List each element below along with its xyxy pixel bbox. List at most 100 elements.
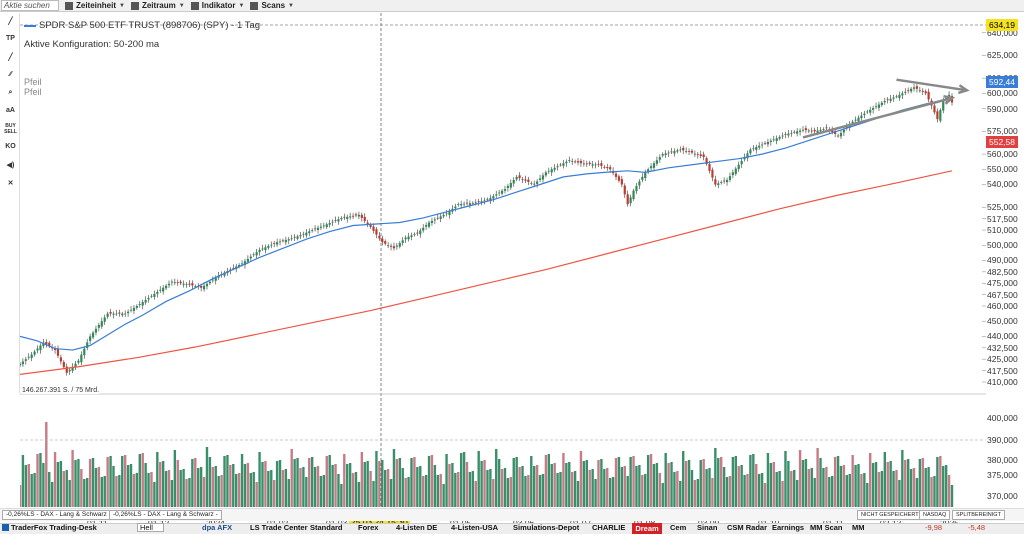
chart-tab[interactable]: -0,26%LS - DAX - Lang & Schwarz - (2, 510, 115, 520)
candle-body (851, 121, 854, 124)
volume-bar (340, 484, 343, 507)
candle-body (205, 283, 209, 287)
channel-tool[interactable]: ∕∕ (9, 71, 12, 78)
candle-body (419, 230, 422, 235)
split-adjusted-button[interactable]: SPLITBEREINIGT (952, 510, 1005, 520)
text-tool[interactable]: aA (6, 107, 15, 114)
volume-bar (170, 480, 174, 507)
candle-body (518, 175, 521, 179)
volume-bar (638, 465, 641, 507)
footer-item-cem[interactable]: Cem (670, 523, 687, 532)
candle-body (176, 282, 179, 284)
footer-item-forex[interactable]: Forex (358, 523, 379, 532)
candle-body (425, 225, 428, 227)
menu-zeitraum[interactable]: Zeitraum ▼ (130, 1, 185, 10)
volume-bar (898, 480, 901, 507)
footer-item-dpa[interactable]: dpa AFX (202, 523, 233, 532)
volume-bar (889, 461, 892, 507)
candle-body (842, 129, 845, 133)
candle-body (147, 297, 150, 300)
close-icon[interactable]: ✕ (7, 180, 14, 187)
candle-body (667, 152, 670, 154)
candle-body (725, 179, 729, 183)
volume-bar (471, 471, 475, 507)
volume-bar (205, 447, 209, 507)
candle-body (682, 147, 685, 151)
candle-body (708, 163, 711, 171)
footer-item-earnings[interactable]: Earnings (772, 523, 805, 532)
volume-bar (699, 460, 702, 507)
volume-bar (176, 460, 179, 507)
volume-bar (944, 465, 948, 507)
candle-body (457, 204, 460, 206)
cursor-tool[interactable]: ╱ (8, 18, 13, 25)
volume-bar (214, 466, 217, 507)
candle-body (401, 240, 404, 243)
candle-body (121, 313, 124, 316)
footer-item-4listen-usa[interactable]: 4-Listen-USA (451, 523, 499, 532)
candle-body (430, 220, 434, 223)
volume-bar (346, 464, 349, 507)
volume-bar (892, 471, 895, 507)
volume-bar (293, 459, 296, 507)
ko-tool[interactable]: KO (5, 143, 16, 150)
volume-bar (743, 475, 746, 507)
volume-bar (372, 481, 375, 507)
footer-item-mm-scan[interactable]: MM Scan (810, 523, 843, 532)
volume-bar (766, 453, 770, 507)
candle-body (91, 332, 95, 338)
footer-item-charlie[interactable]: CHARLIE (592, 523, 626, 532)
menu-scans[interactable]: Scans ▼ (250, 1, 294, 10)
exchange-button[interactable]: NASDAQ (919, 510, 951, 520)
volume-bar (524, 476, 527, 507)
candle-body (606, 167, 609, 169)
footer-item-mm[interactable]: MM (852, 523, 865, 532)
tp-tool[interactable]: TP (6, 35, 15, 42)
candle-body (769, 140, 772, 142)
candle-body (816, 130, 819, 133)
volume-bar (883, 452, 887, 507)
candle-body (723, 180, 726, 182)
footer-item-simulations-depot[interactable]: Simulations-Depot (513, 523, 580, 532)
footer-item-csm-radar[interactable]: CSM Radar (727, 523, 768, 532)
line-tool[interactable]: ╱ (8, 54, 13, 61)
candle-body (562, 163, 565, 166)
theme-select[interactable]: Hell (137, 523, 164, 532)
menu-zeiteinheit[interactable]: Zeiteinheit ▼ (65, 1, 125, 10)
volume-bar (313, 467, 317, 507)
volume-bar (106, 457, 109, 507)
candle-body (860, 115, 863, 119)
chart-tab[interactable]: -0,26%LS - DAX - Lang & Schwarz - (109, 510, 222, 520)
footer-item-dream[interactable]: Dream (632, 523, 662, 534)
candle-body (541, 175, 545, 180)
candle-body (486, 199, 489, 201)
candle-body (655, 160, 659, 164)
footer-item-sinan[interactable]: Sinan (697, 523, 718, 532)
footer-item-trade-center[interactable]: LS Trade Center (250, 523, 308, 532)
price-tick-label: 460,000 (987, 301, 1018, 311)
search-icon[interactable]: ⌕ (8, 89, 13, 96)
candle-body (202, 285, 206, 290)
volume-bar (299, 468, 302, 507)
price-chart[interactable] (20, 13, 986, 515)
footer-item-4listen-de[interactable]: 4-Listen DE (396, 523, 438, 532)
volume-bar (644, 474, 647, 507)
volume-bar (322, 475, 326, 507)
footer-item-standard[interactable]: Standard (310, 523, 343, 532)
footer-value: -9,98 (925, 523, 943, 532)
buy-sell-tool[interactable]: BUY SELL (4, 123, 17, 135)
candle-body (869, 109, 872, 113)
stock-search-input[interactable]: Aktie suchen (1, 0, 59, 11)
volume-bar (763, 483, 767, 507)
volume-bar (65, 470, 68, 507)
not-saved-button[interactable]: NICHT GESPEICHERT (857, 510, 923, 520)
volume-bar (316, 466, 320, 507)
candle-body (375, 229, 378, 235)
volume-bar (749, 455, 752, 507)
price-tick-label: 640,000 (987, 27, 1018, 38)
sound-icon[interactable]: ◀) (6, 162, 15, 169)
menu-indikator[interactable]: Indikator ▼ (190, 1, 244, 10)
candle-body (267, 246, 270, 248)
candle-body (778, 136, 781, 139)
volume-bar (851, 455, 854, 507)
